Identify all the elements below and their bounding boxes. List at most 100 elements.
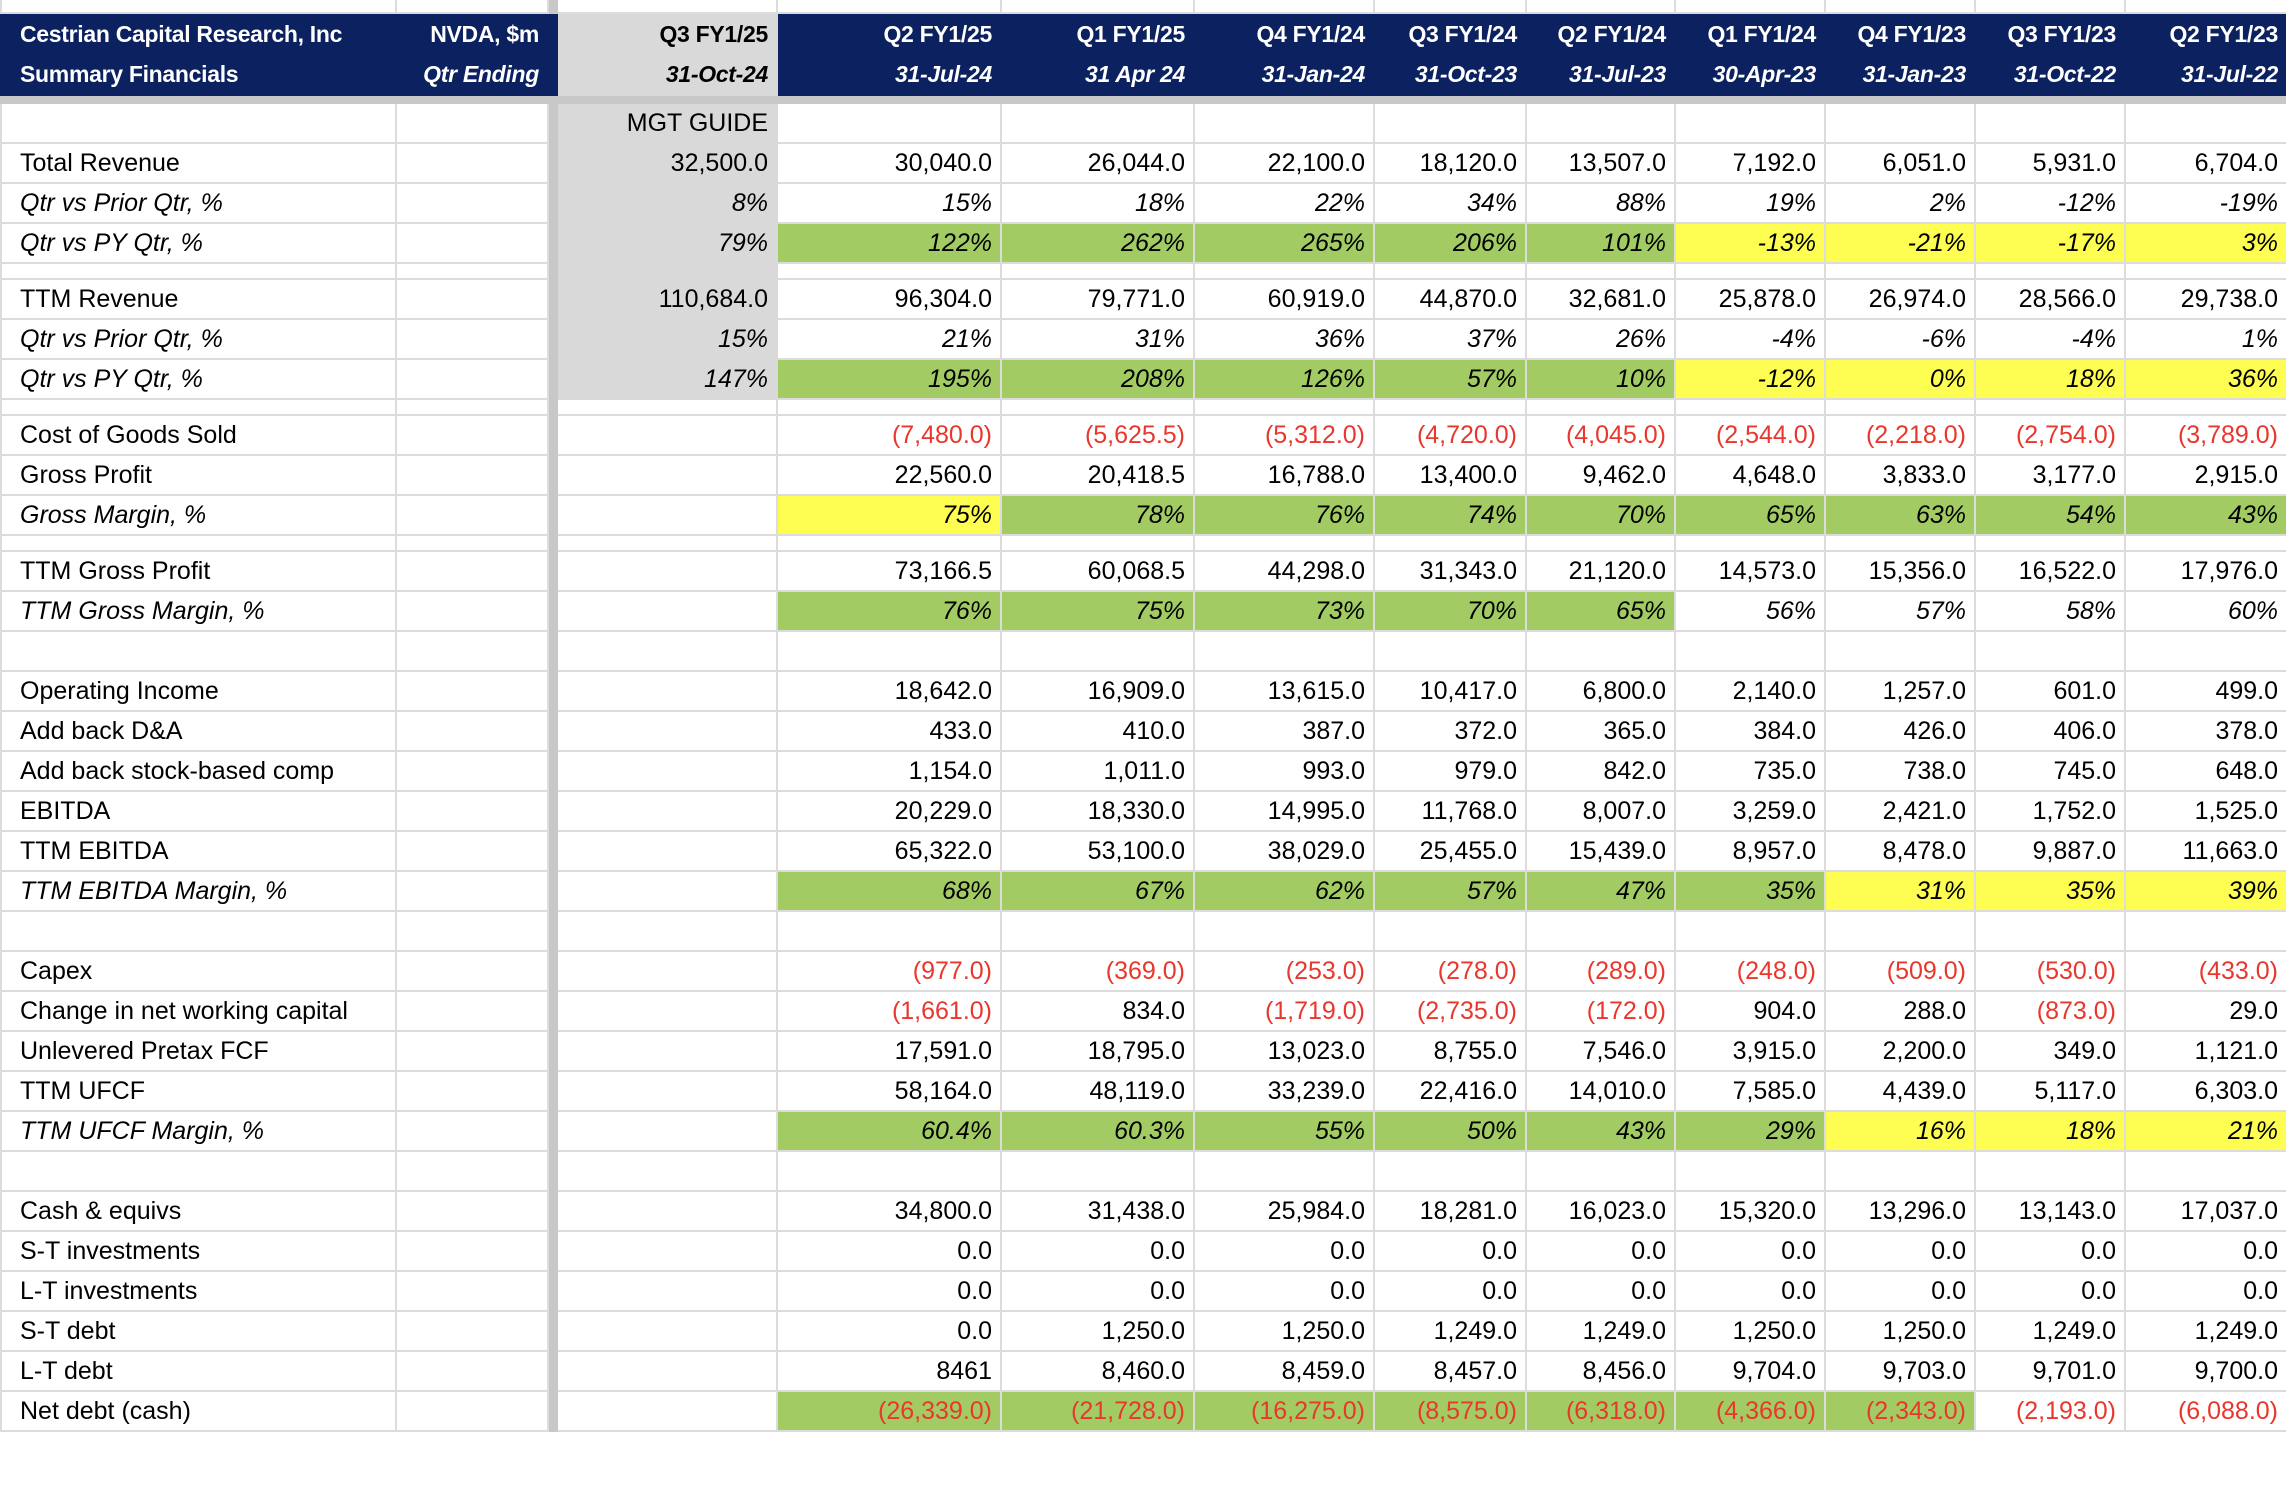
value-cell[interactable]: 57% [1373, 358, 1527, 400]
guide-value-cell[interactable]: 110,684.0 [556, 278, 778, 320]
value-cell[interactable]: 735.0 [1674, 750, 1826, 792]
value-cell[interactable]: (2,193.0) [1974, 1390, 2126, 1432]
empty-cell[interactable] [395, 1350, 549, 1392]
empty-cell[interactable] [395, 278, 549, 320]
value-cell[interactable]: 8,459.0 [1193, 1350, 1375, 1392]
value-cell[interactable]: 0.0 [1674, 1230, 1826, 1272]
guide-value-cell[interactable] [556, 630, 778, 672]
empty-cell[interactable] [1824, 398, 1976, 416]
empty-cell[interactable] [1193, 262, 1375, 280]
row-label[interactable]: Qtr vs Prior Qtr, % [0, 182, 397, 224]
value-cell[interactable]: 288.0 [1824, 990, 1976, 1032]
value-cell[interactable]: 16,023.0 [1525, 1190, 1676, 1232]
guide-value-cell[interactable] [556, 494, 778, 536]
value-cell[interactable]: 979.0 [1373, 750, 1527, 792]
empty-cell[interactable] [1674, 102, 1826, 144]
value-cell[interactable]: 18,281.0 [1373, 1190, 1527, 1232]
row-label[interactable]: TTM Gross Profit [0, 550, 397, 592]
value-cell[interactable]: 8,957.0 [1674, 830, 1826, 872]
empty-cell[interactable] [395, 398, 549, 416]
empty-cell[interactable] [395, 1190, 549, 1232]
guide-value-cell[interactable] [556, 1270, 778, 1312]
empty-cell[interactable] [1000, 534, 1195, 552]
value-cell[interactable]: 0.0 [1193, 1270, 1375, 1312]
guide-value-cell[interactable] [556, 262, 778, 280]
row-label[interactable]: Qtr vs Prior Qtr, % [0, 318, 397, 360]
empty-cell[interactable] [1000, 398, 1195, 416]
empty-cell[interactable] [1674, 534, 1826, 552]
value-cell[interactable]: 68% [776, 870, 1002, 912]
empty-cell[interactable] [1525, 262, 1676, 280]
value-cell[interactable]: -19% [2124, 182, 2286, 224]
value-cell[interactable]: 18,330.0 [1000, 790, 1195, 832]
value-cell[interactable]: 26,044.0 [1000, 142, 1195, 184]
value-cell[interactable]: 60,919.0 [1193, 278, 1375, 320]
value-cell[interactable]: (2,544.0) [1674, 414, 1826, 456]
guide-value-cell[interactable] [556, 950, 778, 992]
empty-cell[interactable] [395, 1110, 549, 1152]
empty-cell[interactable] [2124, 910, 2286, 952]
empty-cell[interactable] [1000, 1150, 1195, 1192]
value-cell[interactable]: 60,068.5 [1000, 550, 1195, 592]
value-cell[interactable]: -4% [1674, 318, 1826, 360]
row-label[interactable]: L-T debt [0, 1350, 397, 1392]
empty-cell[interactable] [395, 990, 549, 1032]
row-label[interactable]: Change in net working capital [0, 990, 397, 1032]
empty-cell[interactable] [395, 830, 549, 872]
value-cell[interactable]: (4,045.0) [1525, 414, 1676, 456]
guide-value-cell[interactable] [556, 1390, 778, 1432]
value-cell[interactable]: 8,755.0 [1373, 1030, 1527, 1072]
value-cell[interactable]: 0.0 [1193, 1230, 1375, 1272]
value-cell[interactable]: 745.0 [1974, 750, 2126, 792]
value-cell[interactable]: 0.0 [1974, 1230, 2126, 1272]
value-cell[interactable]: (2,735.0) [1373, 990, 1527, 1032]
value-cell[interactable]: 349.0 [1974, 1030, 2126, 1072]
value-cell[interactable]: 65% [1525, 590, 1676, 632]
empty-cell[interactable] [1974, 102, 2126, 144]
value-cell[interactable]: 0% [1824, 358, 1976, 400]
value-cell[interactable]: (530.0) [1974, 950, 2126, 992]
empty-cell[interactable] [0, 0, 397, 14]
empty-cell[interactable] [1674, 262, 1826, 280]
empty-cell[interactable] [776, 0, 1002, 14]
empty-cell[interactable] [395, 790, 549, 832]
value-cell[interactable]: 0.0 [2124, 1230, 2286, 1272]
value-cell[interactable]: 499.0 [2124, 670, 2286, 712]
row-label[interactable]: Operating Income [0, 670, 397, 712]
value-cell[interactable]: 54% [1974, 494, 2126, 536]
row-label[interactable] [0, 910, 397, 952]
value-cell[interactable]: 26,974.0 [1824, 278, 1976, 320]
value-cell[interactable]: 65,322.0 [776, 830, 1002, 872]
value-cell[interactable]: 73% [1193, 590, 1375, 632]
empty-cell[interactable] [1674, 398, 1826, 416]
empty-cell[interactable] [776, 398, 1002, 416]
empty-cell[interactable] [395, 222, 549, 264]
guide-value-cell[interactable] [556, 1190, 778, 1232]
value-cell[interactable]: 25,984.0 [1193, 1190, 1375, 1232]
value-cell[interactable]: 73,166.5 [776, 550, 1002, 592]
empty-cell[interactable] [556, 0, 778, 14]
value-cell[interactable]: 7,192.0 [1674, 142, 1826, 184]
value-cell[interactable]: 13,023.0 [1193, 1030, 1375, 1072]
value-cell[interactable]: 11,768.0 [1373, 790, 1527, 832]
quarter-header[interactable]: Q4 FY1/23 31-Jan-23 [1824, 12, 1976, 96]
value-cell[interactable]: 21,120.0 [1525, 550, 1676, 592]
value-cell[interactable]: 1,249.0 [1525, 1310, 1676, 1352]
empty-cell[interactable] [395, 750, 549, 792]
value-cell[interactable]: 1,525.0 [2124, 790, 2286, 832]
guide-value-cell[interactable] [556, 1230, 778, 1272]
value-cell[interactable]: 433.0 [776, 710, 1002, 752]
guide-value-cell[interactable] [556, 750, 778, 792]
empty-cell[interactable] [1193, 630, 1375, 672]
value-cell[interactable]: 0.0 [776, 1310, 1002, 1352]
empty-cell[interactable] [395, 1070, 549, 1112]
value-cell[interactable]: 1,250.0 [1000, 1310, 1195, 1352]
value-cell[interactable]: 43% [2124, 494, 2286, 536]
value-cell[interactable]: 195% [776, 358, 1002, 400]
value-cell[interactable]: 16,909.0 [1000, 670, 1195, 712]
guide-value-cell[interactable] [556, 454, 778, 496]
value-cell[interactable]: 33,239.0 [1193, 1070, 1375, 1112]
value-cell[interactable]: 1,121.0 [2124, 1030, 2286, 1072]
empty-cell[interactable] [1193, 102, 1375, 144]
value-cell[interactable]: 75% [1000, 590, 1195, 632]
